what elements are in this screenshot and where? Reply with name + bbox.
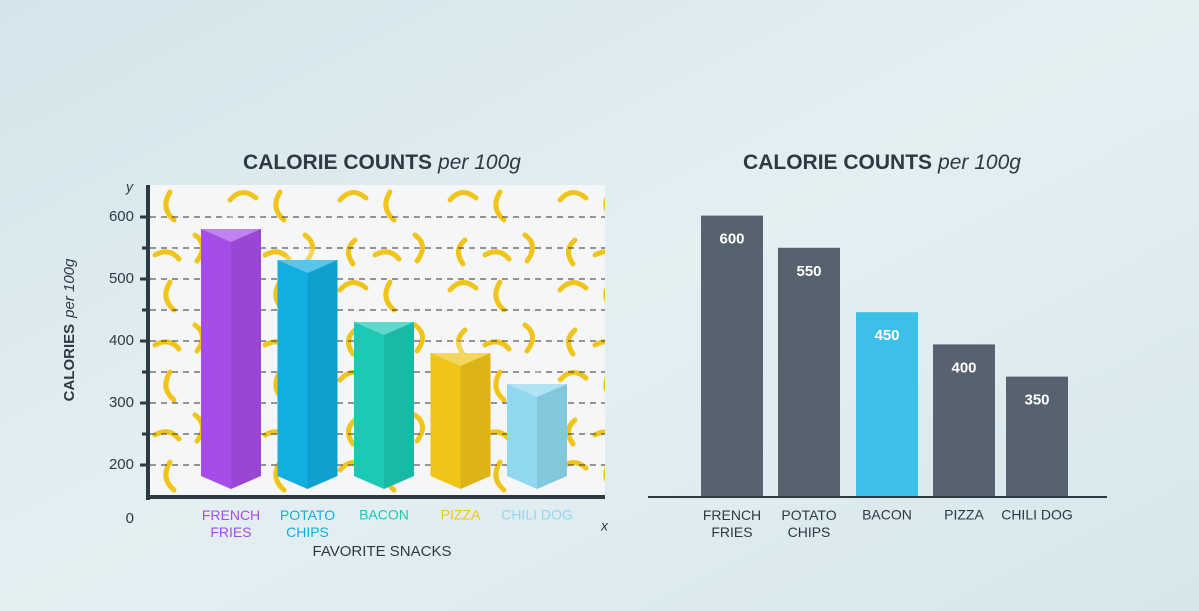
x-tick-label: CHILI DOG — [1001, 507, 1073, 523]
x-tick-label: BACON — [359, 507, 409, 523]
bar-side — [307, 260, 338, 489]
chart-title: CALORIE COUNTS per 100g — [743, 151, 1021, 174]
x-tick-label: FRENCH FRIES — [202, 507, 260, 540]
y-tick-label: 500 — [109, 270, 134, 287]
x-tick-label: POTATO CHIPS — [280, 507, 335, 540]
x-tick-label: PIZZA — [441, 507, 481, 523]
bar — [430, 353, 491, 489]
bar — [201, 229, 261, 489]
chart-title-main: CALORIE COUNTS — [243, 151, 432, 174]
bar — [277, 260, 338, 489]
chart-title-main: CALORIE COUNTS — [743, 151, 932, 174]
value-label: 400 — [951, 359, 976, 376]
bar — [507, 384, 567, 489]
y-axis-title-note: per 100g — [61, 258, 78, 319]
chart-title-note: per 100g — [937, 151, 1021, 174]
value-label: 600 — [719, 231, 744, 248]
y-tick-label: 200 — [109, 456, 134, 473]
y-axis-symbol: y — [125, 179, 134, 195]
chart-title-note: per 100g — [437, 151, 521, 174]
bar-side — [384, 322, 414, 489]
chart-title: CALORIE COUNTS per 100g — [243, 151, 521, 174]
value-label: 350 — [1024, 392, 1049, 409]
bar — [933, 344, 995, 496]
bar-side — [537, 384, 567, 489]
bar — [354, 322, 414, 489]
value-label: 450 — [874, 327, 899, 344]
bar — [1006, 376, 1068, 496]
y-tick-label: 0 — [126, 510, 134, 527]
bar-side — [231, 229, 261, 489]
x-tick-label: POTATO CHIPS — [781, 507, 836, 540]
x-tick-label: CHILI DOG — [501, 507, 573, 523]
y-tick-label: 400 — [109, 332, 134, 349]
x-tick-label: BACON — [862, 507, 912, 523]
bar-side — [460, 353, 491, 489]
y-tick-label: 600 — [109, 208, 134, 225]
y-tick-label: 300 — [109, 394, 134, 411]
bar-top — [201, 216, 261, 242]
x-tick-label: FRENCH FRIES — [703, 507, 761, 540]
bar-top — [430, 340, 491, 366]
bar — [778, 247, 840, 496]
x-axis-title: FAVORITE SNACKS — [313, 543, 452, 560]
x-axis-symbol: x — [600, 518, 609, 534]
x-tick-label: PIZZA — [944, 507, 984, 523]
value-label: 550 — [796, 263, 821, 280]
bar — [701, 215, 763, 496]
y-axis-title: CALORIES per 100g — [61, 258, 78, 401]
bar-top — [277, 247, 338, 273]
bar — [856, 312, 918, 496]
bar-top — [507, 371, 567, 397]
bar-top — [354, 309, 414, 335]
y-axis-title-main: CALORIES — [61, 324, 78, 402]
